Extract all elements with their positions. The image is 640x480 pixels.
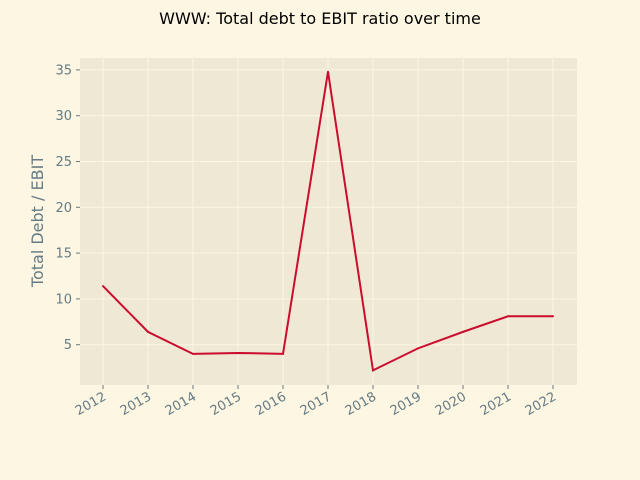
data-point — [147, 330, 149, 333]
data-point — [192, 352, 194, 355]
x-tick-label: 2014 — [163, 389, 199, 419]
y-axis-label: Total Debt / EBIT — [28, 155, 47, 288]
data-points — [102, 70, 554, 372]
data-point — [237, 351, 239, 354]
x-tick-label: 2012 — [73, 389, 109, 419]
y-axis-ticks: 5 10 15 20 25 30 35 — [55, 63, 80, 353]
data-point — [282, 352, 284, 355]
x-tick-label: 2019 — [388, 389, 424, 419]
x-tick-label: 2016 — [253, 389, 289, 419]
data-point — [372, 369, 374, 372]
chart-title: WWW: Total debt to EBIT ratio over time — [159, 9, 481, 28]
y-tick-label: 10 — [55, 292, 72, 307]
y-tick-label: 20 — [55, 201, 72, 216]
x-tick-label: 2022 — [523, 389, 559, 419]
y-tick-label: 15 — [55, 247, 72, 262]
data-point — [507, 315, 509, 318]
y-tick-label: 5 — [64, 338, 72, 353]
y-tick-label: 30 — [55, 109, 72, 124]
x-tick-label: 2021 — [478, 389, 514, 419]
data-point — [102, 285, 104, 288]
y-tick-label: 25 — [55, 155, 72, 170]
y-tick-label: 35 — [55, 63, 72, 78]
x-tick-label: 2017 — [298, 389, 334, 419]
x-tick-label: 2013 — [118, 389, 154, 419]
x-tick-label: 2018 — [343, 389, 379, 419]
grid-lines — [80, 58, 577, 385]
x-tick-label: 2015 — [208, 389, 244, 419]
x-tick-label: 2020 — [433, 389, 469, 419]
x-axis-ticks: 2012 2013 2014 2015 2016 2017 2018 2019 2020 2021… — [73, 385, 559, 419]
data-point — [552, 315, 554, 318]
data-point — [417, 347, 419, 350]
data-point — [327, 70, 329, 73]
data-point — [462, 330, 464, 333]
